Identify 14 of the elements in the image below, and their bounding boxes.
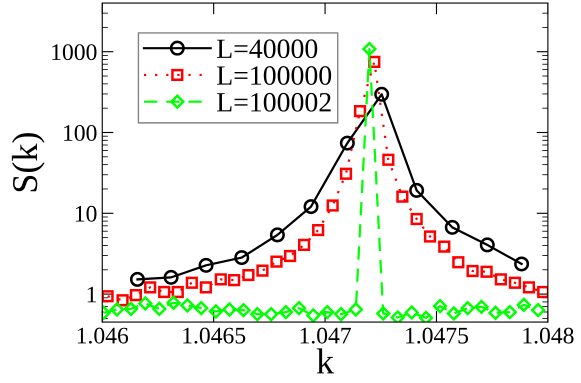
legend-label: L=100000: [217, 66, 332, 85]
x-tick-label: 1.046: [78, 328, 128, 344]
legend-label: L=40000: [217, 39, 318, 58]
x-axis-title: k: [316, 348, 334, 374]
y-tick-label: 100: [64, 124, 96, 141]
x-tick-label: 1.0475: [406, 328, 468, 344]
legend-label: L=100002: [217, 92, 331, 112]
x-tick-label: 1.0465: [183, 328, 246, 344]
y-tick-label: 1000: [52, 44, 96, 60]
x-tick-label: 1.048: [523, 328, 574, 344]
y-axis-title: S(k): [12, 133, 45, 192]
y-tick-label: 1: [88, 286, 96, 302]
x-tick-label: 1.047: [300, 328, 351, 344]
y-tick-label: 10: [76, 206, 96, 222]
